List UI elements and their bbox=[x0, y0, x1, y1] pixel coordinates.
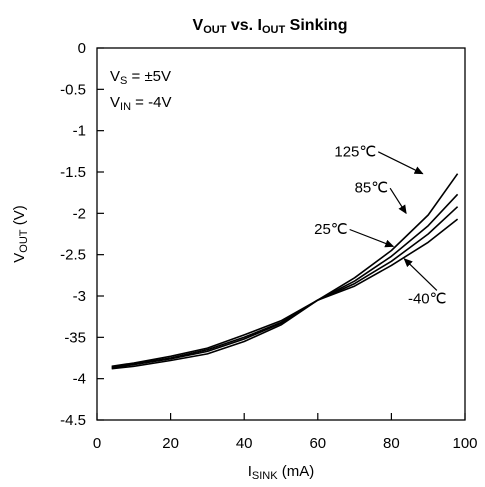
annotation-arrow bbox=[349, 228, 395, 248]
x-axis-label: ISINK (mA) bbox=[248, 463, 315, 482]
y-tick-label: -1.5 bbox=[60, 164, 86, 181]
y-axis-label: VOUT (V) bbox=[11, 205, 30, 262]
condition-vin: VIN = -4V bbox=[110, 94, 171, 113]
x-tick-label: 20 bbox=[162, 435, 179, 452]
ylabel-tail: (V) bbox=[11, 205, 28, 229]
y-tick-label: -1 bbox=[73, 123, 86, 140]
title-v: V bbox=[193, 17, 204, 34]
x-tick-label: 60 bbox=[309, 435, 326, 452]
plot-frame bbox=[96, 47, 466, 421]
x-tick-label: 0 bbox=[93, 435, 101, 452]
y-tick-label: -3 bbox=[73, 288, 86, 305]
chart-title: VOUT vs. IOUT Sinking bbox=[193, 17, 348, 36]
cond-vin-sub: IN bbox=[120, 101, 131, 113]
xlabel-i: I bbox=[248, 463, 252, 480]
x-tick-label: 80 bbox=[383, 435, 400, 452]
title-sub-out-2: OUT bbox=[262, 24, 286, 36]
annotation-arrow bbox=[389, 187, 407, 215]
ylabel-v: V bbox=[11, 253, 28, 263]
cond-vin-tail: = -4V bbox=[131, 94, 171, 111]
cond-vin-main: V bbox=[110, 94, 120, 111]
xlabel-sub: SINK bbox=[252, 470, 278, 482]
x-tick-label: 40 bbox=[236, 435, 253, 452]
y-tick-label: -2.5 bbox=[60, 247, 86, 264]
y-tick-label: -4 bbox=[73, 371, 86, 388]
annotation-label: 25℃ bbox=[314, 221, 348, 238]
annotation-label: 125℃ bbox=[334, 143, 376, 160]
cond-vs-sub: S bbox=[120, 75, 127, 87]
annotation-arrow bbox=[403, 258, 438, 291]
cond-vs-main: V bbox=[110, 68, 120, 85]
cond-vs-tail: = ±5V bbox=[127, 68, 171, 85]
xlabel-tail: (mA) bbox=[278, 463, 315, 480]
x-axis-ticks: 0 20 40 60 80 100 bbox=[93, 413, 478, 452]
y-tick-label: -35 bbox=[64, 329, 86, 346]
title-tail: Sinking bbox=[285, 17, 347, 34]
y-tick-label: -2 bbox=[73, 205, 86, 222]
annotations: 125℃ 85℃ 25℃ -40℃ bbox=[314, 143, 446, 307]
title-sub-out: OUT bbox=[203, 24, 227, 36]
series-line-25c bbox=[111, 206, 459, 369]
y-axis-ticks: 0 -0.5 -1 -1.5 -2 -2.5 -3 -35 -4 -4.5 bbox=[60, 40, 104, 429]
series-line-minus40c bbox=[111, 218, 459, 370]
series-lines bbox=[111, 173, 459, 370]
title-mid: vs. I bbox=[226, 17, 262, 34]
series-line-85c bbox=[111, 193, 459, 368]
y-tick-label: 0 bbox=[78, 40, 86, 57]
y-tick-label: -4.5 bbox=[60, 412, 86, 429]
condition-vs: VS = ±5V bbox=[110, 68, 171, 87]
ylabel-sub: OUT bbox=[18, 229, 30, 253]
annotation-label: 85℃ bbox=[355, 180, 389, 197]
x-tick-label: 100 bbox=[452, 435, 477, 452]
annotation-label: -40℃ bbox=[408, 290, 447, 307]
series-line-125c bbox=[111, 173, 459, 368]
annotation-arrow bbox=[377, 151, 424, 175]
y-tick-label: -0.5 bbox=[60, 81, 86, 98]
